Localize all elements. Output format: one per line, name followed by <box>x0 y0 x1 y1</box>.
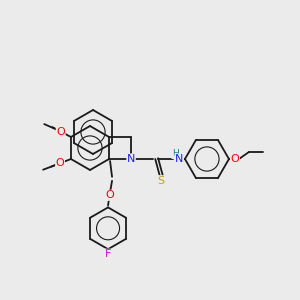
Text: S: S <box>158 176 165 186</box>
Text: N: N <box>175 154 183 164</box>
Text: F: F <box>105 249 111 259</box>
Text: O: O <box>106 190 114 200</box>
Text: O: O <box>56 158 64 168</box>
Text: H: H <box>172 149 178 158</box>
Text: O: O <box>56 127 65 136</box>
Text: N: N <box>127 154 135 164</box>
Text: O: O <box>231 154 239 164</box>
